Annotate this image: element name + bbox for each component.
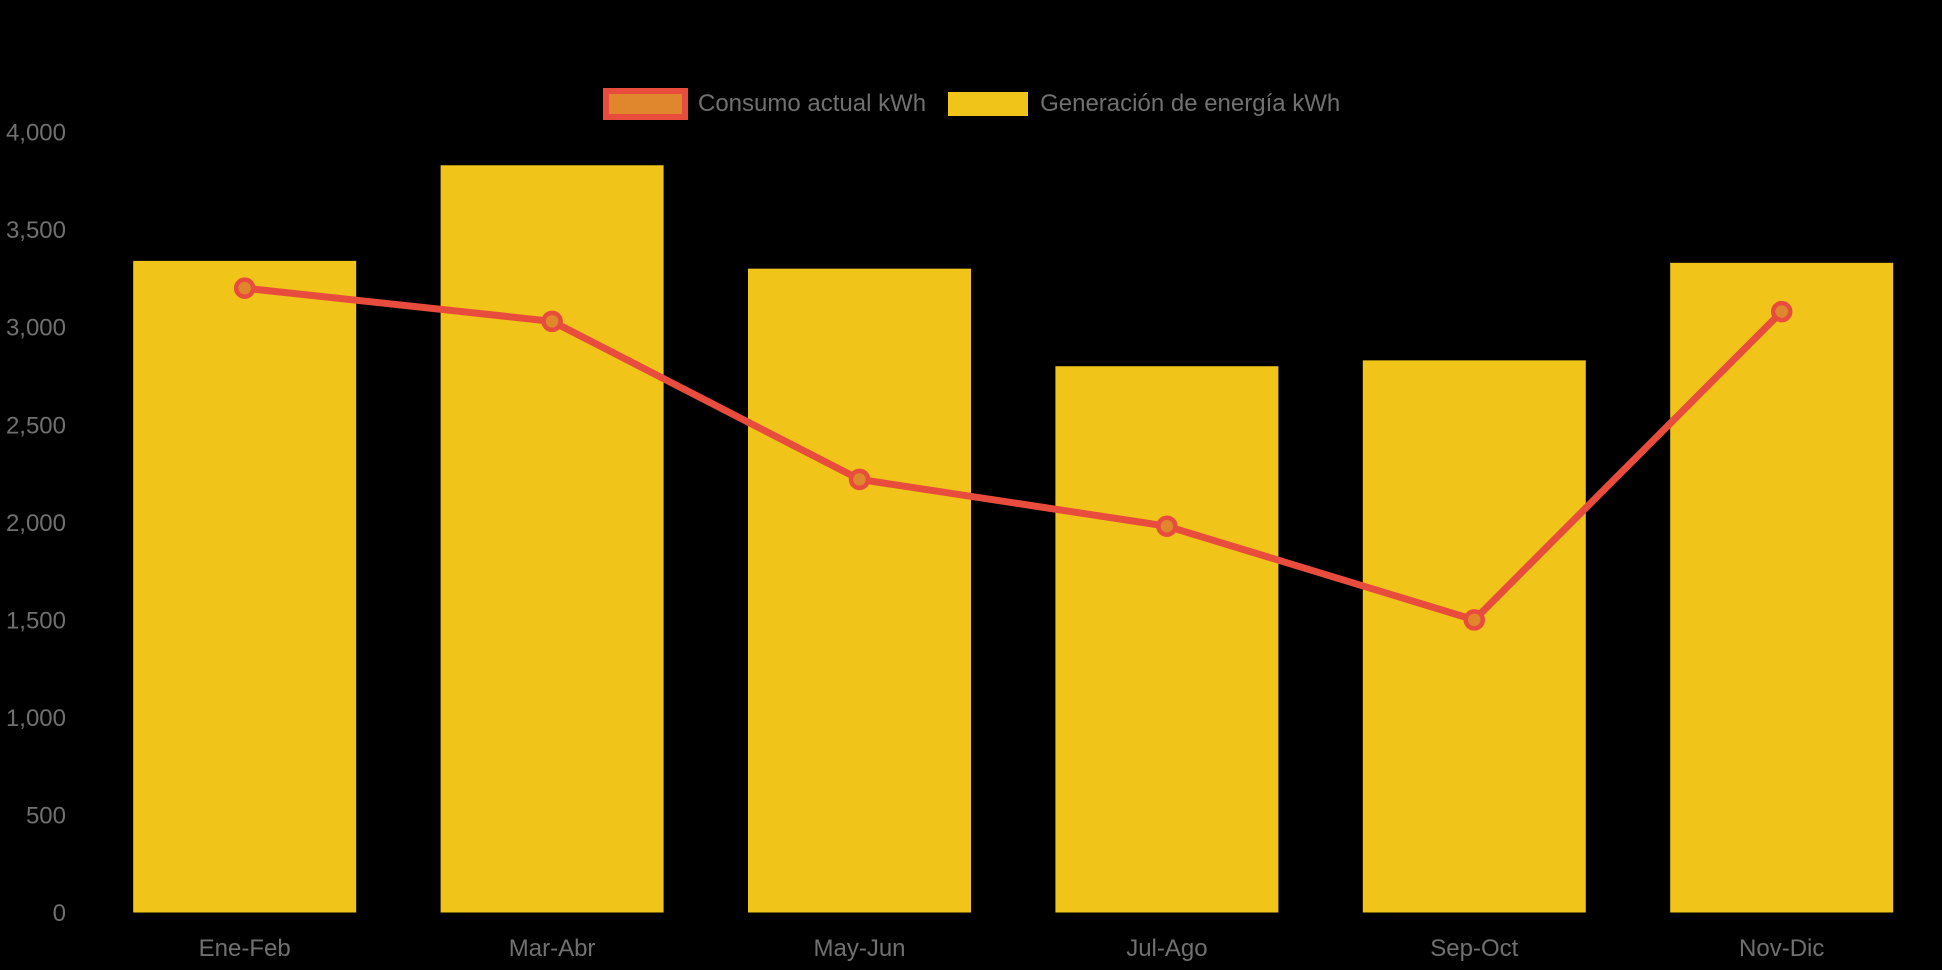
bar-jul-ago[interactable]	[1055, 366, 1279, 913]
x-axis-label-sep-oct: Sep-Oct	[1430, 935, 1518, 962]
legend-item-generacion[interactable]: Generación de energía kWh	[948, 90, 1340, 118]
marker-may-jun[interactable]	[848, 468, 871, 491]
legend-item-consumo[interactable]: Consumo actual kWh	[603, 88, 926, 120]
y-tick-label: 4,000	[6, 120, 66, 147]
y-tick-label: 500	[26, 802, 66, 829]
legend-label-consumo: Consumo actual kWh	[698, 90, 927, 117]
legend-label-generacion: Generación de energía kWh	[1040, 90, 1341, 117]
y-tick-label: 1,500	[6, 607, 66, 634]
y-tick-label: 0	[53, 900, 66, 927]
y-tick-label: 3,000	[6, 315, 66, 342]
x-axis-label-ene-feb: Ene-Feb	[199, 935, 291, 962]
y-tick-label: 3,500	[6, 217, 66, 244]
line-group	[233, 277, 1793, 631]
marker-sep-oct[interactable]	[1463, 609, 1486, 631]
bar-sep-oct[interactable]	[1362, 360, 1586, 913]
x-axis-label-nov-dic: Nov-Dic	[1739, 935, 1824, 962]
y-tick-label: 2,000	[6, 510, 66, 537]
bar-may-jun[interactable]	[748, 268, 971, 913]
x-axis-label-mar-abr: Mar-Abr	[509, 935, 596, 962]
marker-ene-feb[interactable]	[233, 277, 256, 299]
x-axis-label-jul-ago: Jul-Ago	[1126, 935, 1207, 962]
x-axis-labels: Ene-Feb Mar-Abr May-Jun Jul-Ago Sep-Oct Nov-D…	[199, 935, 1825, 962]
y-axis-labels: 0 500 1,000 1,500 2,000 2,500 3,000 3,500 4,000	[6, 120, 66, 927]
marker-nov-dic[interactable]	[1770, 300, 1793, 323]
marker-jul-ago[interactable]	[1156, 515, 1178, 537]
x-axis-label-may-jun: May-Jun	[813, 935, 905, 962]
bars-group	[133, 165, 1894, 913]
legend: Consumo actual kWh Generación de energía…	[603, 88, 1340, 120]
y-tick-label: 2,500	[6, 412, 66, 439]
generacion-series-swatch-icon	[948, 92, 1029, 116]
consumo-series-swatch-icon	[603, 88, 688, 120]
bar-mar-abr[interactable]	[440, 165, 664, 913]
consumo-line	[241, 284, 1786, 624]
marker-mar-abr[interactable]	[541, 310, 563, 333]
bar-nov-dic[interactable]	[1670, 262, 1894, 913]
y-tick-label: 1,000	[6, 705, 66, 732]
bar-ene-feb[interactable]	[133, 260, 357, 913]
